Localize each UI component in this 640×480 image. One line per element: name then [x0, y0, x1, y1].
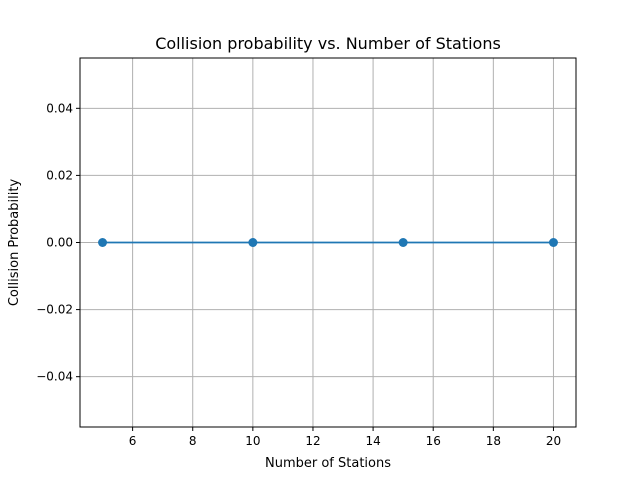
- x-tick-label: 6: [129, 434, 137, 448]
- x-tick-label: 10: [245, 434, 260, 448]
- y-tick-label: 0.04: [46, 101, 73, 115]
- ticks: 6 8 10 12 14 16 18 20 0.04 0.02 0.00 −0.02 −0.04: [36, 101, 561, 448]
- y-tick-label: −0.04: [36, 370, 73, 384]
- x-tick-label: 8: [189, 434, 197, 448]
- x-tick-label: 18: [486, 434, 501, 448]
- y-tick-label: 0.00: [46, 236, 73, 250]
- x-tick-label: 14: [365, 434, 380, 448]
- x-tick-label: 12: [305, 434, 320, 448]
- data-point: [398, 238, 408, 247]
- x-axis-label: Number of Stations: [265, 456, 391, 471]
- x-tick-label: 20: [546, 434, 561, 448]
- y-axis-label: Collision Probability: [7, 179, 22, 307]
- chart-title: Collision probability vs. Number of Stat…: [155, 34, 501, 53]
- y-tick-label: 0.02: [46, 168, 73, 182]
- y-tick-label: −0.02: [36, 303, 73, 317]
- data-point: [98, 238, 108, 247]
- x-tick-label: 16: [426, 434, 441, 448]
- series: [98, 238, 558, 247]
- plot-frame: [79, 57, 577, 428]
- data-point: [248, 238, 258, 247]
- data-point: [548, 238, 558, 247]
